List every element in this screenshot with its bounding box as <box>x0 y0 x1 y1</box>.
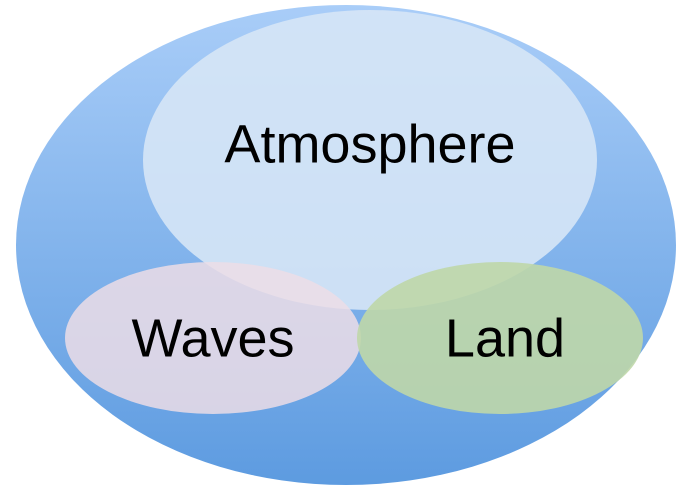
waves-ellipse <box>65 262 361 414</box>
land-ellipse <box>357 262 643 414</box>
node-label: Atmosphere <box>224 114 515 174</box>
atmosphere-ellipse <box>143 10 597 310</box>
node-label: Land <box>445 308 565 368</box>
node-label: Waves <box>131 308 294 368</box>
